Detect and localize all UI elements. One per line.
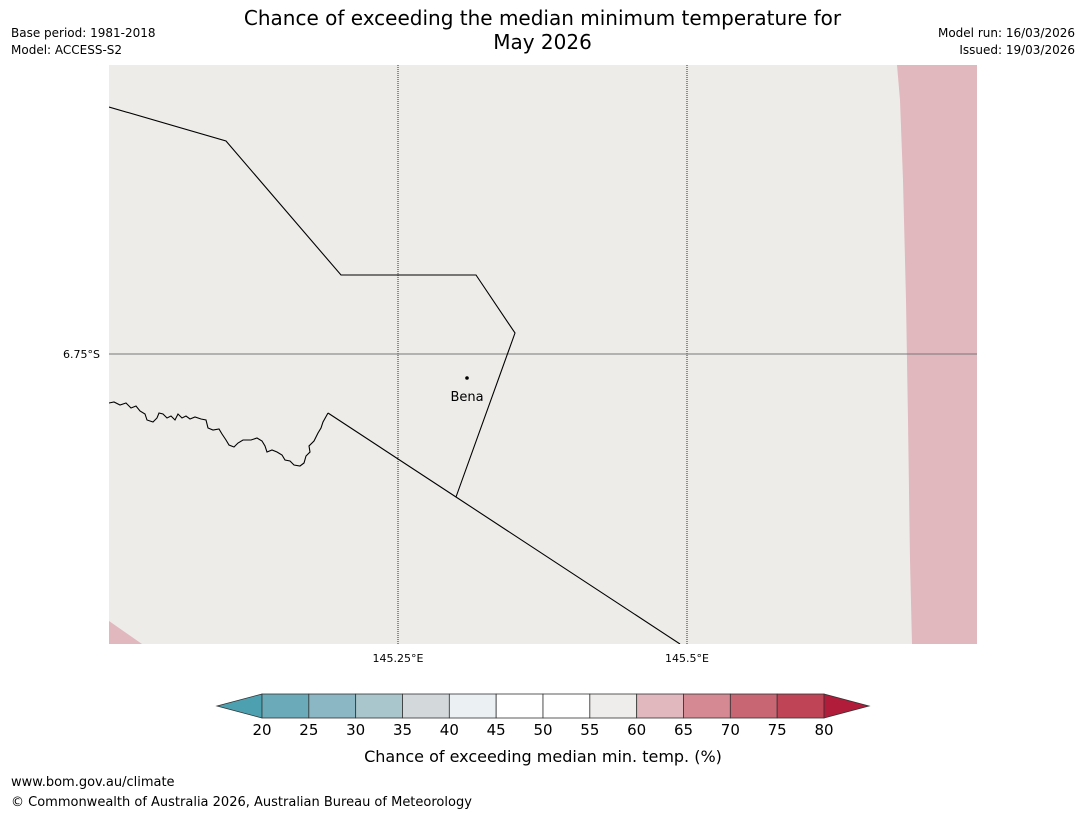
colorbar-tick-label: 70 xyxy=(721,721,740,739)
meta-left: Base period: 1981-2018 Model: ACCESS-S2 xyxy=(11,25,156,59)
colorbar-tick-label: 65 xyxy=(674,721,693,739)
title-line-1: Chance of exceeding the median minimum t… xyxy=(243,6,842,30)
colorbar-tick-label: 50 xyxy=(533,721,552,739)
colorbar-over-arrow xyxy=(823,693,871,719)
probability-zone-southwest xyxy=(109,621,142,644)
colorbar-tick-label: 80 xyxy=(814,721,833,739)
colorbar-cell xyxy=(589,693,638,719)
colorbar-tick-label: 55 xyxy=(580,721,599,739)
colorbar-cell xyxy=(402,693,450,719)
colorbar-cell xyxy=(729,693,778,719)
river-line xyxy=(109,401,329,467)
colorbar-cell xyxy=(495,693,544,719)
colorbar-tick-label: 20 xyxy=(252,721,271,739)
colorbar-tick-label: 45 xyxy=(487,721,506,739)
colorbar-cell xyxy=(776,693,825,719)
lon-label-1: 145.25°E xyxy=(373,652,424,665)
colorbar-label: Chance of exceeding median min. temp. (%… xyxy=(364,747,722,766)
colorbar-tick-label: 30 xyxy=(346,721,365,739)
colorbar-cell xyxy=(308,693,357,719)
title-line-2: May 2026 xyxy=(493,30,592,54)
colorbar-cell xyxy=(636,693,684,719)
colorbar-cell xyxy=(261,693,310,719)
colorbar-cell xyxy=(683,693,731,719)
issued-date: Issued: 19/03/2026 xyxy=(959,43,1075,57)
footer-copyright: © Commonwealth of Australia 2026, Austra… xyxy=(11,795,472,810)
town-label: Bena xyxy=(450,390,483,405)
colorbar: 20 25 30 35 40 45 50 55 60 65 70 75 80 xyxy=(215,693,871,739)
colorbar-tick-label: 60 xyxy=(627,721,646,739)
province-boundary-north xyxy=(109,106,516,498)
town-marker xyxy=(465,376,469,380)
colorbar-tick-label: 40 xyxy=(440,721,459,739)
footer-url[interactable]: www.bom.gov.au/climate xyxy=(11,775,175,790)
colorbar-under-arrow xyxy=(215,693,263,719)
lon-label-2: 145.5°E xyxy=(665,652,709,665)
colorbar-cell xyxy=(448,693,497,719)
province-boundary-south xyxy=(327,412,681,644)
colorbar-tick-label: 25 xyxy=(299,721,318,739)
colorbar-tick-label: 75 xyxy=(768,721,787,739)
model-run: Model run: 16/03/2026 xyxy=(937,26,1075,40)
meta-right: Model run: 16/03/2026 Issued: 19/03/2026 xyxy=(938,25,1075,59)
model-name: Model: ACCESS-S2 xyxy=(11,43,123,57)
colorbar-cell xyxy=(542,693,591,719)
colorbar-cell xyxy=(355,693,403,719)
colorbar-tick-label: 35 xyxy=(393,721,412,739)
lat-label: 6.75°S xyxy=(63,348,100,361)
base-period: Base period: 1981-2018 xyxy=(11,26,156,40)
chart-title: Chance of exceeding the median minimum t… xyxy=(0,6,1085,54)
